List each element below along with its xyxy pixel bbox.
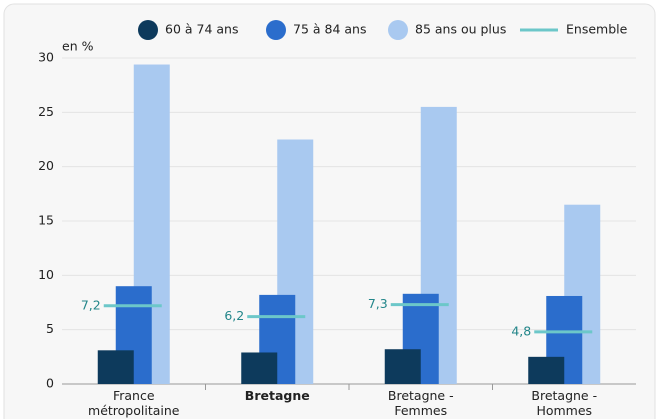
bar (241, 352, 278, 384)
y-tick-label: 20 (38, 158, 54, 173)
legend-swatch (388, 20, 408, 40)
y-tick-label: 25 (38, 104, 54, 119)
bar (528, 356, 565, 384)
legend-swatch (266, 20, 286, 40)
legend-label: 60 à 74 ans (165, 22, 239, 37)
legend-label: 75 à 84 ans (293, 22, 367, 37)
ensemble-label: 4,8 (511, 323, 531, 338)
ensemble-label: 7,2 (81, 297, 101, 312)
y-tick-label: 0 (46, 376, 54, 391)
ensemble-label: 6,2 (224, 308, 244, 323)
legend-label: 85 ans ou plus (415, 22, 506, 37)
ensemble-label: 7,3 (368, 296, 388, 311)
legend-swatch (138, 20, 158, 40)
x-tick-label: Bretagne (244, 388, 310, 403)
y-tick-label: 30 (38, 50, 54, 65)
bar (97, 350, 134, 384)
y-tick-label: 15 (38, 213, 54, 228)
legend-label: Ensemble (566, 22, 628, 37)
x-tick-label: France métropolitaine (88, 388, 180, 418)
x-tick-label: Bretagne - Hommes (531, 388, 598, 418)
y-tick-label: 5 (46, 321, 54, 336)
y-tick-label: 10 (38, 267, 54, 282)
y-unit-label: en % (62, 39, 94, 54)
x-tick-label: Bretagne - Femmes (387, 388, 454, 418)
bar (384, 349, 421, 384)
